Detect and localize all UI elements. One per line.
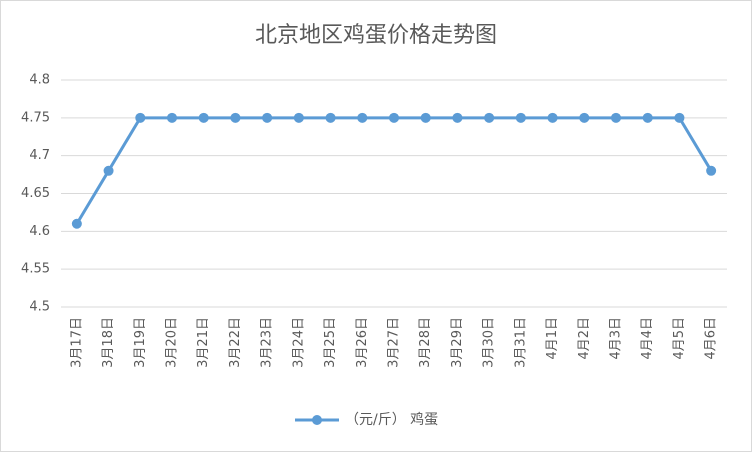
data-point [135,112,146,123]
y-tick-label: 4.75 [21,110,50,125]
x-tick-label: 3月26日 [355,317,370,368]
data-point [357,112,368,123]
data-point [293,112,304,123]
data-point [389,112,399,123]
data-point [71,218,82,229]
x-tick-label: 4月1日 [545,317,560,360]
legend-marker [312,415,322,425]
x-tick-label: 3月23日 [260,317,275,368]
data-point [611,112,621,123]
y-tick-label: 4.55 [21,262,50,277]
x-tick-label: 3月20日 [165,317,180,368]
y-tick-label: 4.5 [29,300,50,315]
x-tick-label: 3月30日 [482,317,497,368]
data-point [103,165,114,176]
x-tick-label: 3月21日 [196,317,211,368]
data-point [198,112,209,123]
x-tick-label: 3月17日 [69,317,84,368]
x-tick-label: 3月25日 [323,317,338,368]
x-tick-label: 4月2日 [577,317,592,360]
x-tick-label: 3月22日 [228,317,243,368]
chart-title: 北京地区鸡蛋价格走势图 [255,23,497,48]
x-tick-label: 3月19日 [133,317,148,368]
x-tick-label: 3月31日 [513,317,528,368]
x-tick-label: 3月18日 [101,317,116,368]
data-point [325,112,336,123]
data-point [230,112,241,123]
data-point [484,112,495,123]
data-point [452,112,463,123]
x-tick-label: 3月28日 [418,317,433,368]
data-point [579,112,590,123]
x-tick-label: 3月27日 [387,317,402,368]
x-tick-label: 3月29日 [450,317,465,368]
y-tick-label: 4.8 [29,73,50,88]
x-tick-label: 4月4日 [640,317,655,360]
y-tick-label: 4.6 [29,224,50,239]
x-tick-label: 4月6日 [704,317,719,360]
data-point [262,112,273,123]
data-point [642,112,653,123]
x-tick-label: 3月24日 [291,317,306,368]
data-point [420,112,431,123]
data-point [515,112,526,123]
x-tick-label: 4月5日 [672,317,687,360]
y-tick-label: 4.65 [21,186,50,201]
data-point [547,112,558,123]
data-point [167,112,177,123]
y-tick-label: 4.7 [29,148,50,163]
data-point [706,165,717,176]
x-tick-label: 4月3日 [609,317,624,360]
data-point [674,112,685,123]
legend-label: （元/斤） 鸡蛋 [345,411,438,428]
